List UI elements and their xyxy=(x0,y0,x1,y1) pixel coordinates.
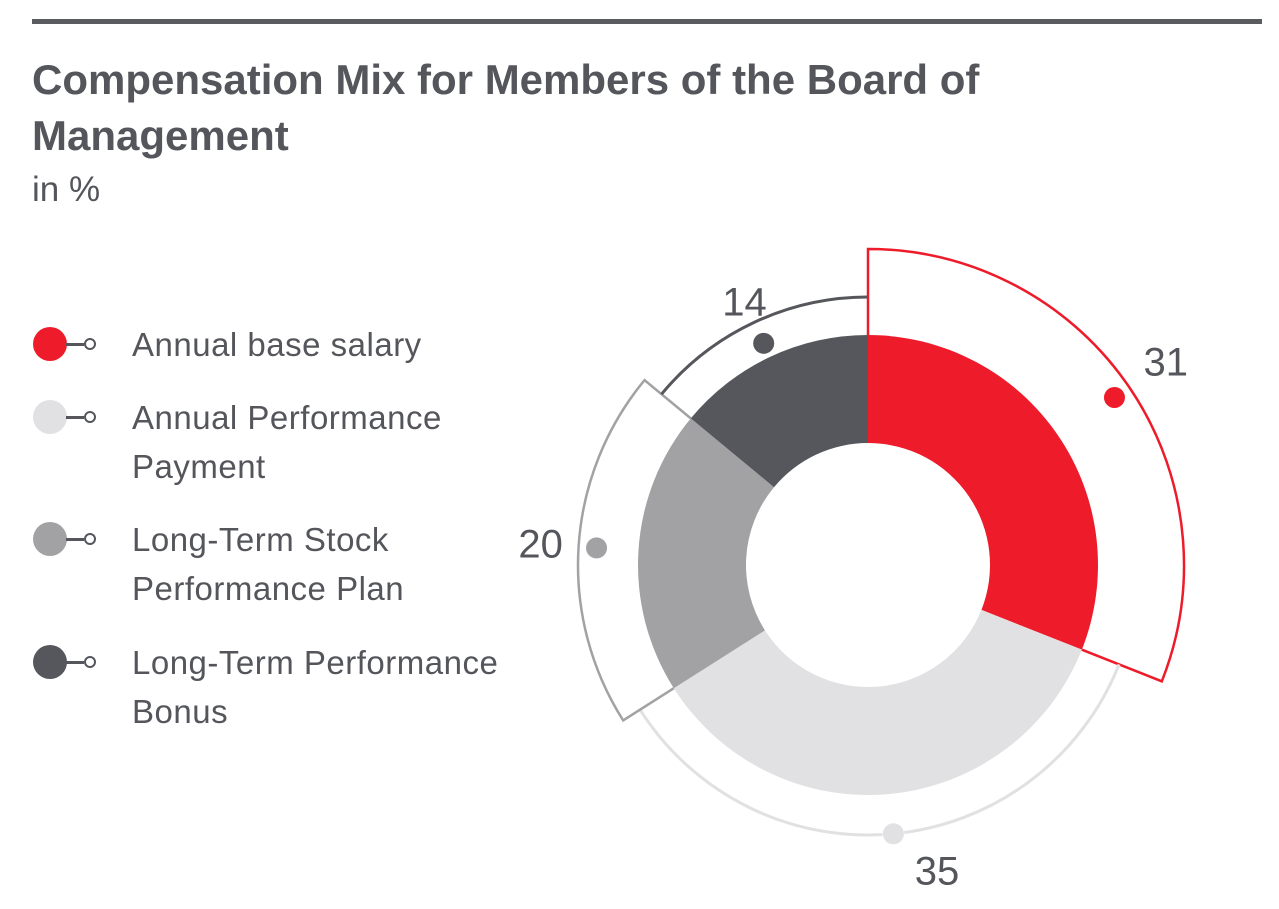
data-label: 35 xyxy=(915,850,960,894)
legend-label: Annual Performance Payment xyxy=(132,399,442,485)
legend-label: Long-Term Stock Performance Plan xyxy=(132,521,405,607)
legend-marker-icon xyxy=(30,399,100,435)
donut-slice xyxy=(868,335,1098,650)
value-dot xyxy=(753,332,775,354)
legend-label: Annual base salary xyxy=(132,326,422,363)
value-dot xyxy=(882,823,904,845)
legend-label: Long-Term Performance Bonus xyxy=(132,644,499,730)
chart-subtitle: in % xyxy=(32,170,101,209)
value-dot xyxy=(586,537,608,559)
segment-bracket xyxy=(576,378,692,723)
legend-swatch xyxy=(33,522,67,556)
data-label: 20 xyxy=(518,522,563,566)
legend-marker-icon xyxy=(30,644,100,680)
segment-arc xyxy=(660,295,869,396)
data-label: 31 xyxy=(1143,341,1188,385)
legend-swatch xyxy=(33,327,67,361)
legend-marker-icon xyxy=(30,326,100,362)
legend-swatch xyxy=(33,645,67,679)
donut-slice xyxy=(673,609,1082,795)
data-label: 14 xyxy=(722,281,767,325)
value-dot xyxy=(1103,386,1125,408)
donut-slice xyxy=(638,418,774,689)
segment-bracket xyxy=(866,247,1186,683)
donut-slice xyxy=(690,334,868,488)
top-rule xyxy=(32,19,1262,24)
legend-swatch xyxy=(33,400,67,434)
legend-marker-icon xyxy=(30,521,100,557)
chart-title: Compensation Mix for Members of the Boar… xyxy=(32,56,980,159)
